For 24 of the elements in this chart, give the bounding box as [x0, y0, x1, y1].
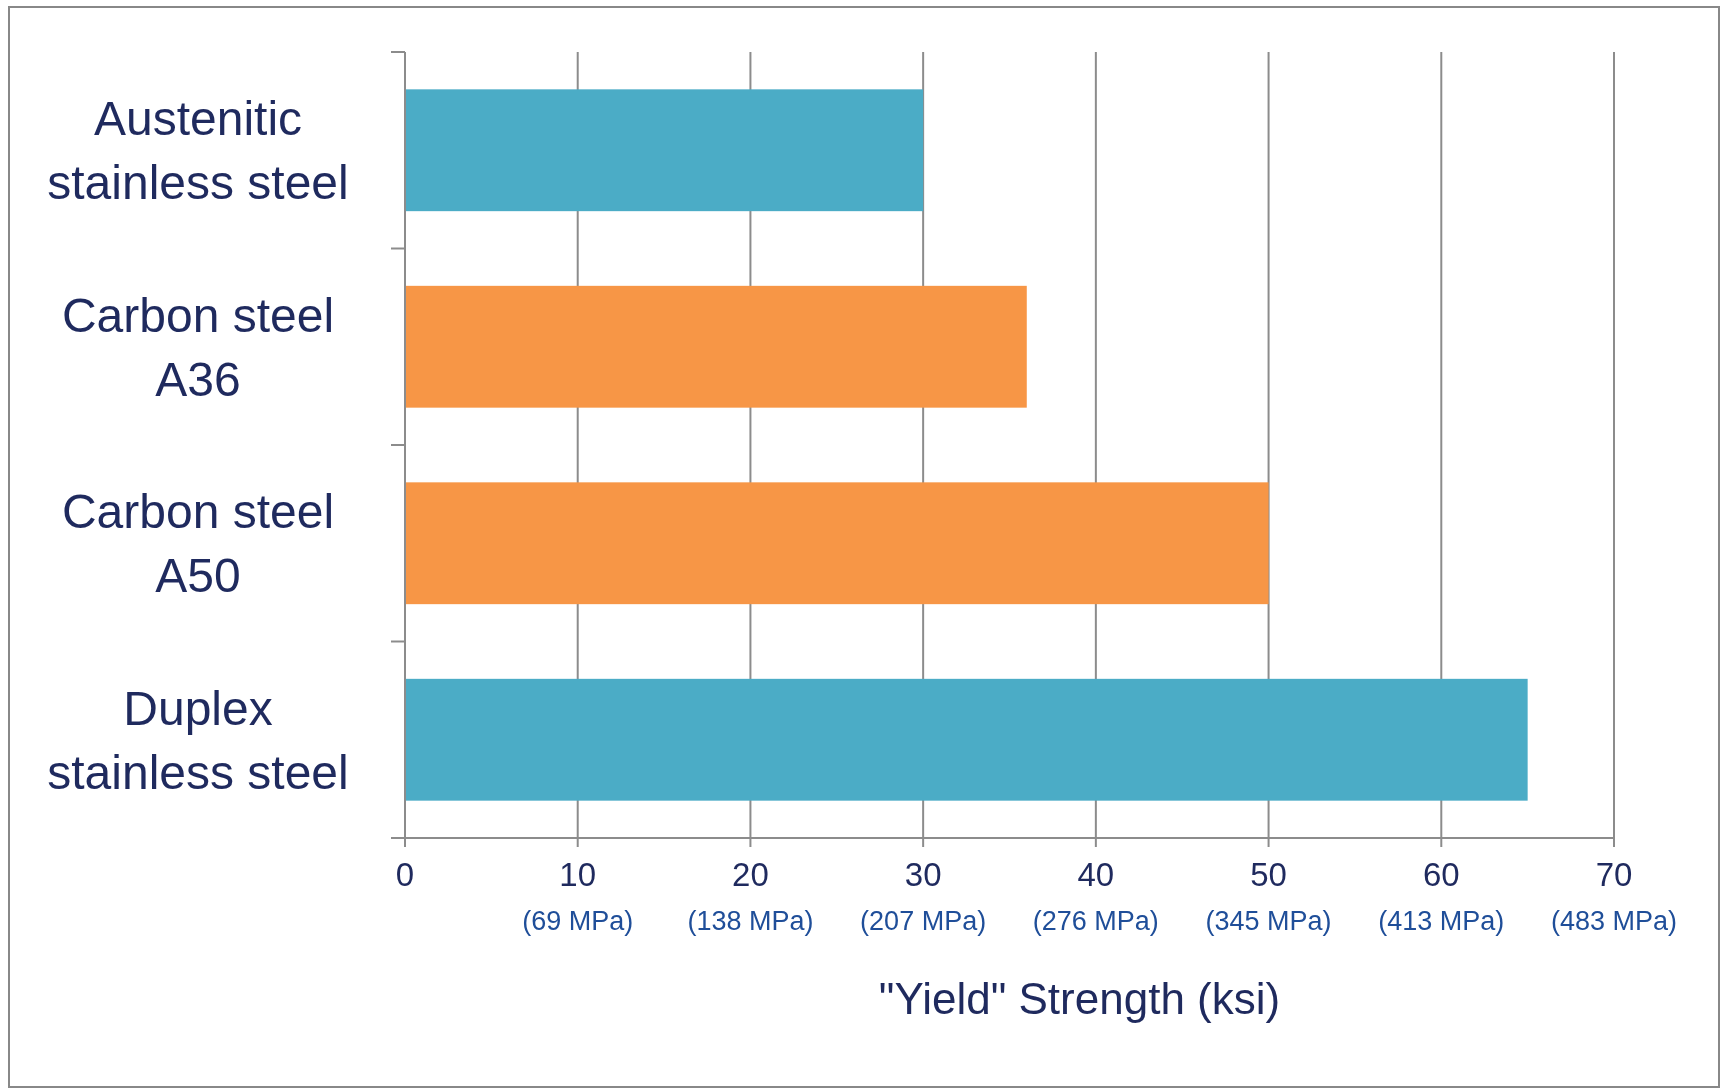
bar: [405, 678, 1528, 801]
y-tick-label: Carbon steel A36: [61, 288, 335, 406]
bar: [405, 89, 924, 212]
x-tick-label: 0: [395, 856, 415, 893]
text: (138 MPa): [687, 906, 814, 936]
x-tick-label: 40: [1077, 856, 1115, 893]
text: (345 MPa): [1205, 906, 1332, 936]
x-tick-label: 60: [1422, 856, 1460, 893]
bar: [405, 482, 1269, 605]
y-tick-label: Carbon steel A50: [61, 485, 335, 603]
x-tick-label: 30: [904, 856, 942, 893]
x-tick-label: 20: [732, 856, 769, 893]
text: (413 MPa): [1378, 906, 1505, 936]
x-axis-title: "Yield" Strength (ksi): [878, 974, 1281, 1023]
text: (276 MPa): [1032, 906, 1159, 936]
bar: [405, 285, 1027, 408]
text: (483 MPa): [1550, 906, 1678, 936]
x-tick-label: 50: [1250, 856, 1287, 893]
text: (207 MPa): [860, 906, 987, 936]
y-tick-label: Duplex stainless steel: [47, 681, 349, 799]
y-tick-label: Austenitic stainless steel: [47, 92, 349, 210]
x-tick-label: 10: [559, 856, 597, 893]
text: (69 MPa): [522, 906, 634, 936]
x-tick-label: 70: [1595, 856, 1633, 893]
